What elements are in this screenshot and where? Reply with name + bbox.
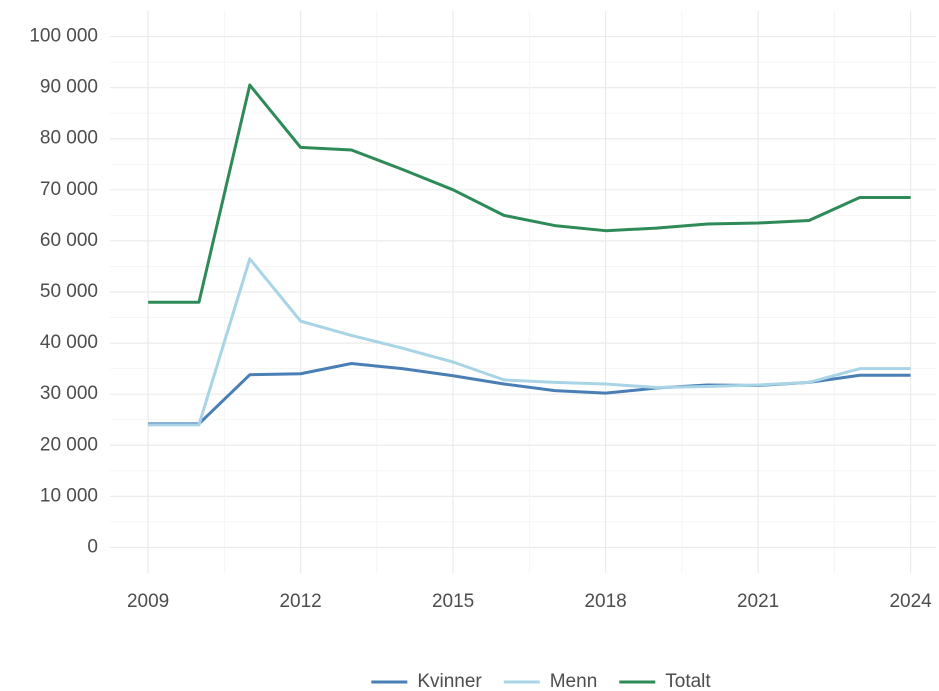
y-tick-label: 80 000: [40, 128, 98, 149]
legend: Kvinner Menn Totalt: [371, 671, 711, 691]
x-tick-label: 2024: [889, 591, 932, 612]
x-tick-label: 2012: [279, 591, 321, 612]
y-tick-label: 0: [87, 536, 98, 557]
legend-label: Menn: [550, 671, 598, 691]
y-tick-label: 100 000: [29, 26, 98, 47]
y-tick-label: 90 000: [40, 77, 98, 98]
y-tick-label: 60 000: [40, 230, 98, 251]
x-tick-label: 2015: [432, 591, 474, 612]
y-tick-label: 20 000: [40, 434, 98, 455]
x-tick-label: 2018: [584, 591, 626, 612]
legend-label: Kvinner: [417, 671, 482, 691]
y-tick-label: 50 000: [40, 281, 98, 302]
series-line: [148, 83, 911, 304]
x-tick-label: 2021: [737, 591, 779, 612]
series-line: [148, 257, 911, 427]
legend-label: Totalt: [665, 671, 711, 691]
y-tick-label: 70 000: [40, 179, 98, 200]
y-tick-label: 10 000: [40, 485, 98, 506]
y-tick-label: 30 000: [40, 383, 98, 404]
y-tick-label: 40 000: [40, 332, 98, 353]
x-tick-label: 2009: [127, 591, 169, 612]
